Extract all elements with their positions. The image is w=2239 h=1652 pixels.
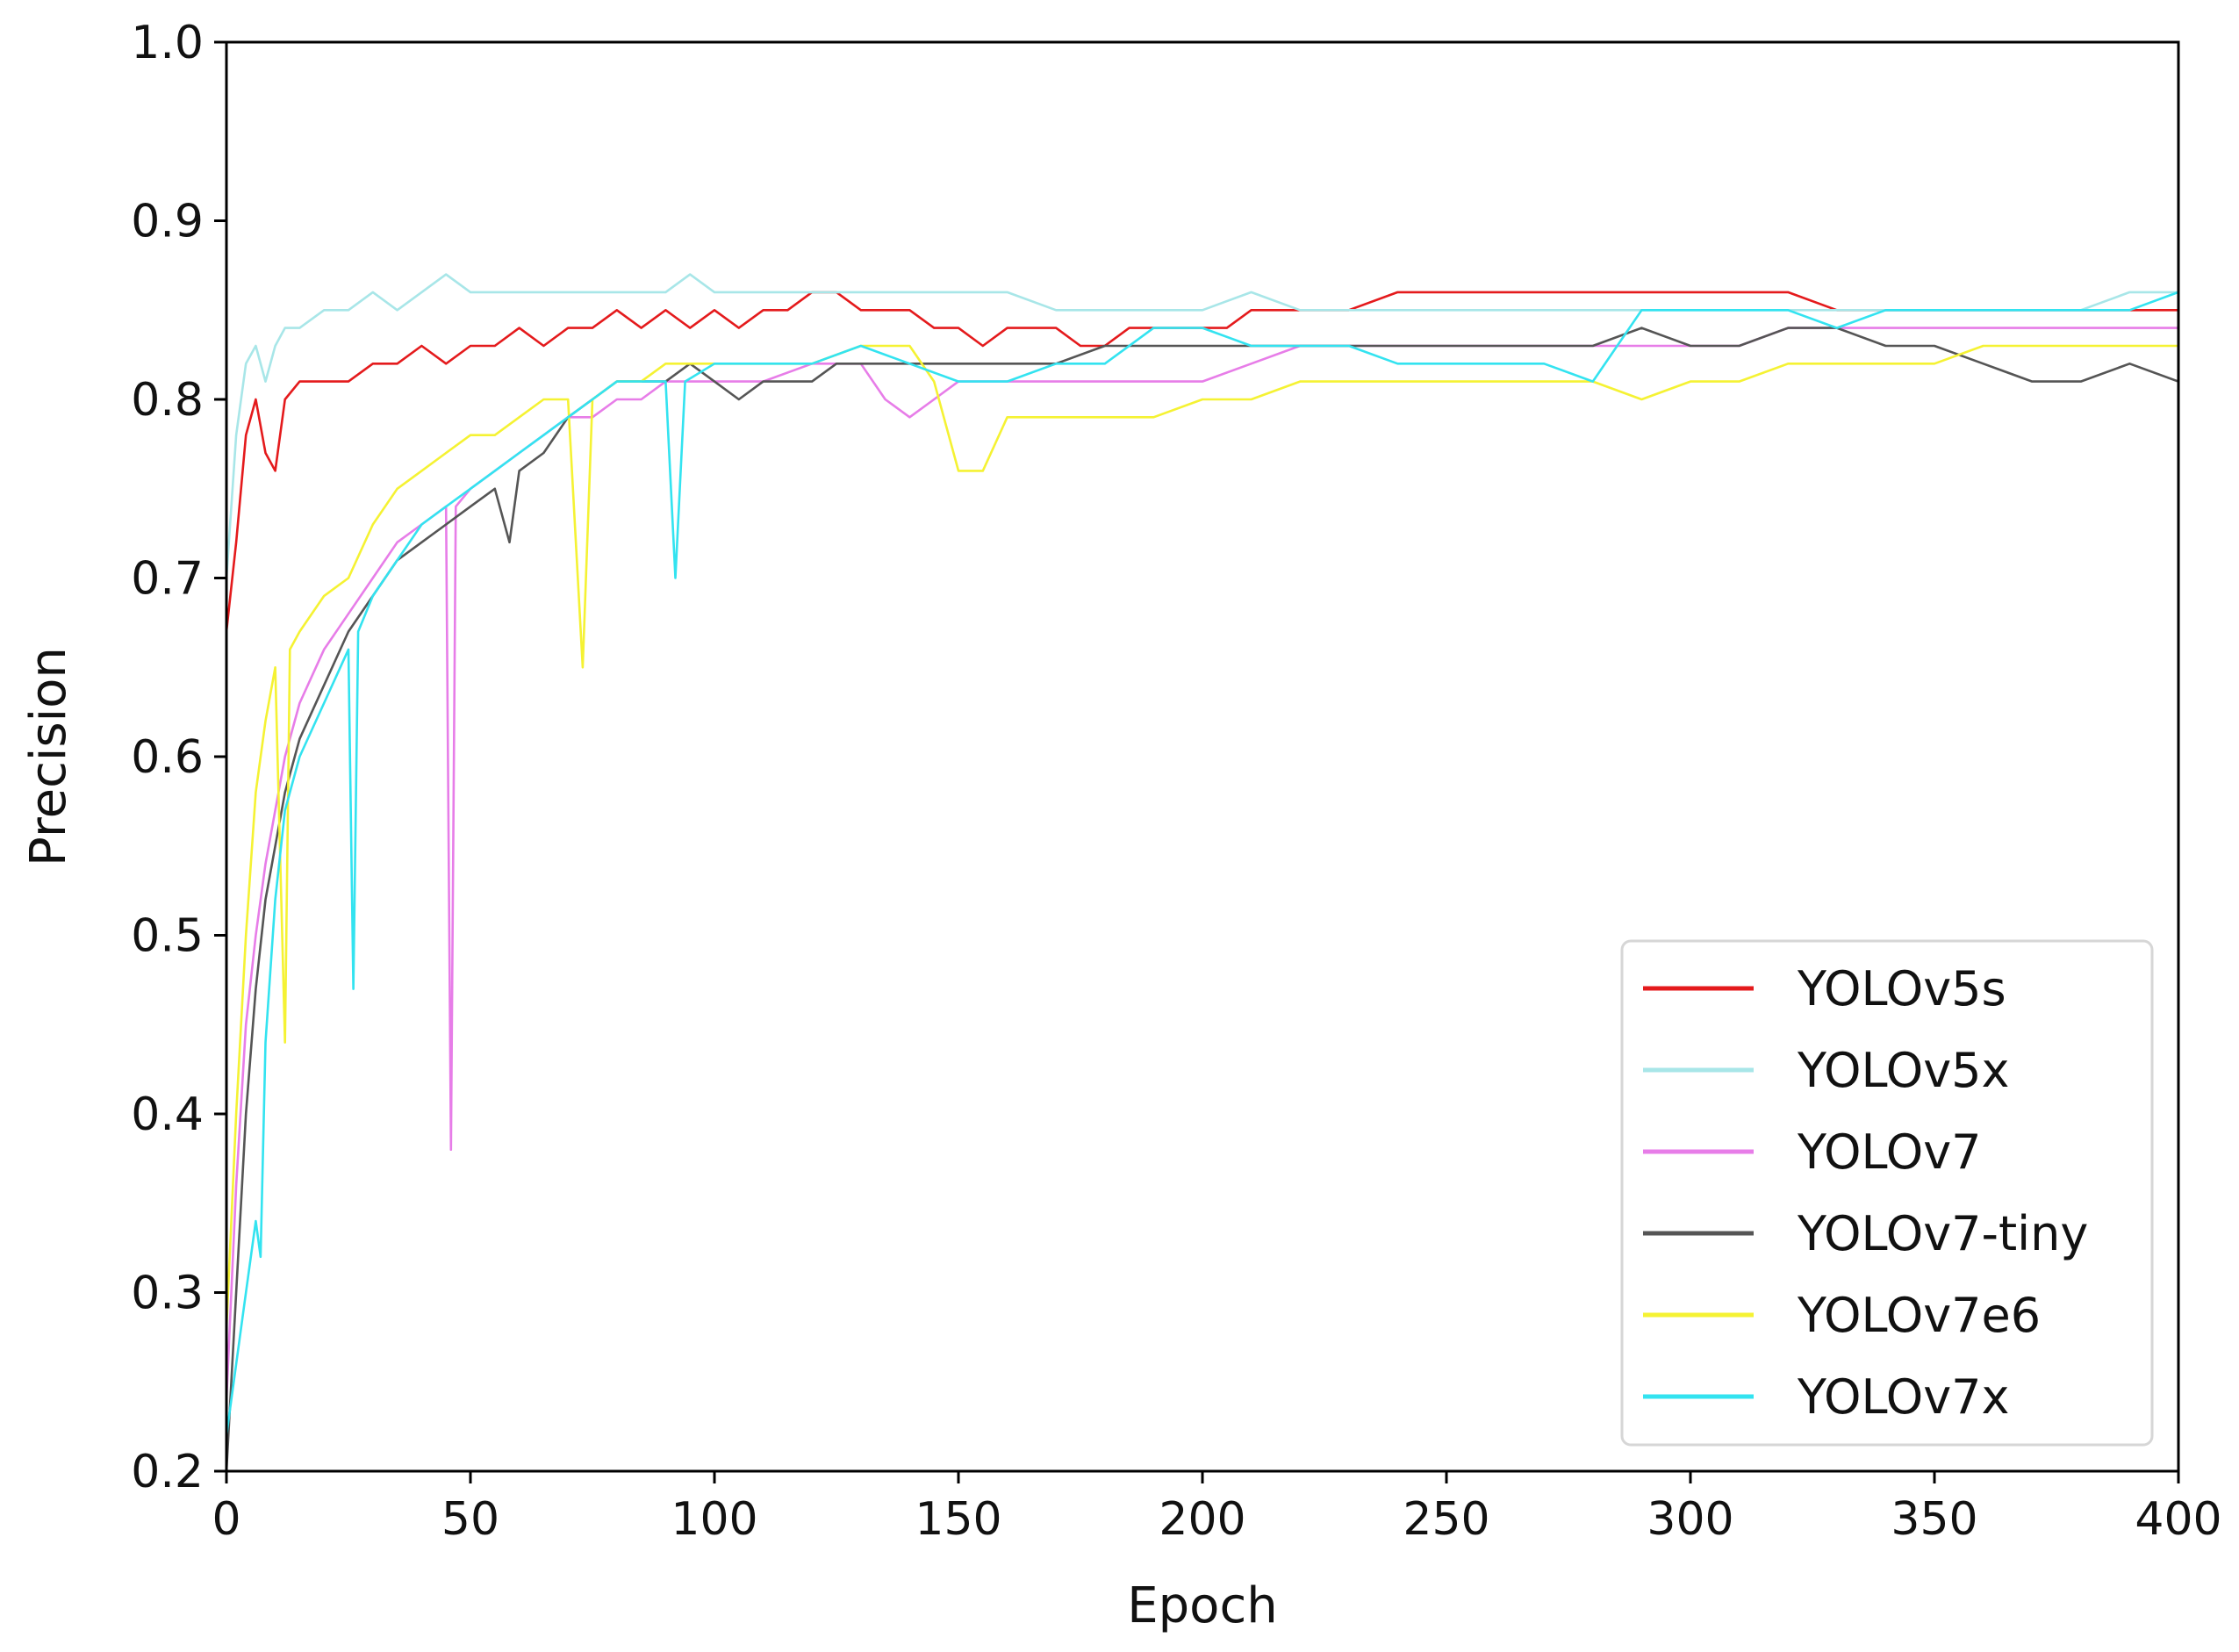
y-tick-label: 0.7 — [131, 553, 204, 606]
x-tick-label: 250 — [1403, 1493, 1489, 1546]
y-tick-label: 0.9 — [131, 196, 204, 248]
x-tick-label: 200 — [1159, 1493, 1245, 1546]
y-tick-label: 0.2 — [131, 1446, 204, 1498]
legend-label-yolov7: YOLOv7 — [1797, 1124, 1982, 1180]
legend-label-yolov7-tiny: YOLOv7-tiny — [1797, 1206, 2088, 1261]
y-axis-title: Precision — [20, 647, 77, 866]
y-tick-label: 0.5 — [131, 910, 204, 963]
legend-label-yolov7e6: YOLOv7e6 — [1797, 1288, 2041, 1343]
y-tick-label: 0.4 — [131, 1088, 204, 1141]
y-tick-label: 0.6 — [131, 731, 204, 784]
legend-label-yolov5s: YOLOv5s — [1797, 961, 2006, 1016]
y-tick-label: 1.0 — [131, 17, 204, 69]
x-tick-label: 150 — [915, 1493, 1001, 1546]
x-axis: 0 50 100 150 200 250 300 350 400 — [212, 1471, 2222, 1546]
x-tick-label: 100 — [671, 1493, 757, 1546]
x-tick-label: 0 — [212, 1493, 240, 1546]
y-tick-label: 0.3 — [131, 1268, 204, 1320]
legend-box — [1620, 939, 2154, 1447]
x-tick-label: 350 — [1891, 1493, 1977, 1546]
legend: YOLOv5s YOLOv5x YOLOv7 YOLOv7-tiny YOLOv7e6 Y… — [1620, 939, 2154, 1447]
x-tick-label: 50 — [441, 1493, 499, 1546]
series-line-yolov7x — [226, 291, 2178, 1437]
y-axis: 0.2 0.3 0.4 0.5 0.6 0.7 0.8 0.9 1.0 — [131, 17, 226, 1498]
x-tick-label: 300 — [1647, 1493, 1733, 1546]
legend-label-yolov7x: YOLOv7x — [1797, 1369, 2009, 1425]
series-line-yolov7-tiny — [226, 327, 2178, 1471]
x-tick-label: 400 — [2135, 1493, 2221, 1546]
series-layer — [226, 273, 2178, 1471]
series-line-yolov5s — [226, 291, 2178, 633]
legend-label-yolov5x: YOLOv5x — [1797, 1043, 2009, 1098]
y-tick-label: 0.8 — [131, 374, 204, 427]
x-axis-title: Epoch — [1127, 1577, 1277, 1634]
